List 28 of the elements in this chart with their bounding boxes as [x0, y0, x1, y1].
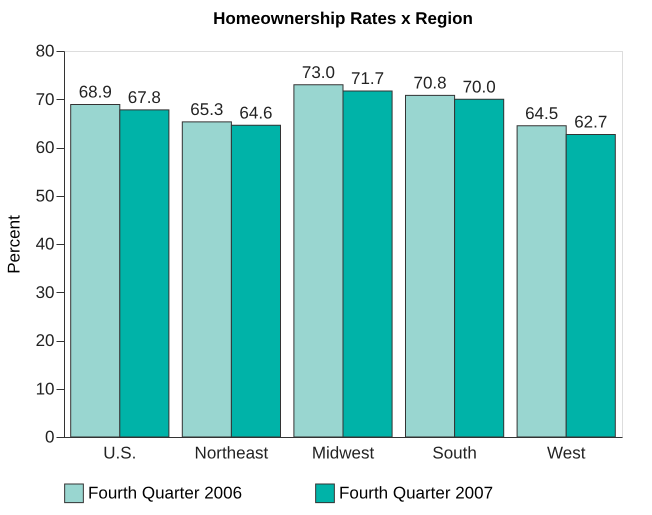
data-label: 62.7 [574, 112, 608, 132]
data-label: 71.7 [351, 69, 384, 88]
y-tick-label: 20 [36, 331, 54, 350]
x-tick-label: U.S. [103, 444, 136, 462]
y-tick-label: 60 [36, 138, 54, 157]
chart-title: Homeownership Rates x Region [213, 9, 473, 28]
data-label: 67.8 [128, 88, 161, 107]
y-tick-label: 30 [36, 282, 54, 302]
legend-label: Fourth Quarter 2007 [339, 483, 494, 502]
y-tick-label: 40 [36, 234, 54, 254]
x-tick-label: South [432, 444, 477, 462]
x-tick-label: West [546, 444, 586, 462]
legend-label: Fourth Quarter 2006 [88, 483, 242, 502]
data-label: 64.5 [525, 104, 558, 123]
data-label: 73.0 [302, 62, 335, 82]
data-label: 65.3 [190, 100, 224, 119]
data-label: 64.6 [239, 103, 272, 122]
data-label: 70.8 [414, 73, 447, 92]
y-tick-label: 80 [36, 42, 54, 60]
x-tick-label: Northeast [194, 444, 269, 462]
data-label: 70.0 [462, 77, 496, 96]
x-tick-label: Midwest [312, 444, 374, 462]
y-tick-label: 70 [36, 90, 54, 109]
data-label: 68.9 [78, 82, 112, 102]
y-tick-label: 50 [36, 186, 54, 206]
y-tick-label: 10 [36, 379, 54, 398]
y-tick-label: 0 [45, 428, 54, 446]
y-axis-title: Percent [4, 214, 24, 274]
